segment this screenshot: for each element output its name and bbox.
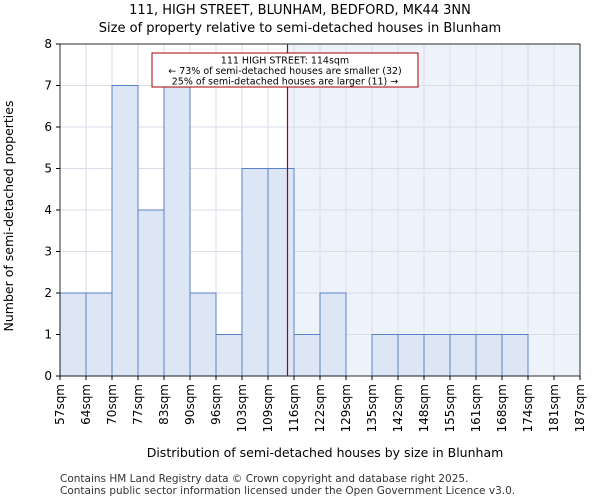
y-axis-label: Number of semi-detached properties xyxy=(1,101,16,332)
bar xyxy=(111,85,139,377)
x-tick-label: 155sqm xyxy=(443,384,457,432)
y-tick-label: 0 xyxy=(44,369,52,383)
bar xyxy=(371,334,399,377)
annotation-line: ← 73% of semi-detached houses are smalle… xyxy=(168,66,402,77)
y-tick-label: 7 xyxy=(44,79,52,93)
x-tick-label: 70sqm xyxy=(105,384,119,425)
bar xyxy=(215,334,243,377)
annotation-line: 25% of semi-detached houses are larger (… xyxy=(172,77,399,88)
x-tick-label: 109sqm xyxy=(261,384,275,432)
y-tick-label: 4 xyxy=(44,203,52,217)
bar xyxy=(59,292,87,377)
y-tick-label: 5 xyxy=(44,162,52,176)
annotation-box xyxy=(151,52,419,88)
x-tick-label: 129sqm xyxy=(339,384,353,432)
x-tick-label: 148sqm xyxy=(417,384,431,432)
bar xyxy=(501,334,529,377)
bar xyxy=(189,292,217,377)
x-tick-label: 187sqm xyxy=(573,384,587,432)
y-tick-label: 2 xyxy=(44,286,52,300)
y-tick-label: 8 xyxy=(44,37,52,51)
bar xyxy=(293,334,321,377)
x-tick-label: 168sqm xyxy=(495,384,509,432)
x-tick-label: 181sqm xyxy=(547,384,561,432)
x-tick-label: 83sqm xyxy=(157,384,171,425)
x-tick-label: 103sqm xyxy=(235,384,249,432)
bar xyxy=(449,334,477,377)
x-tick-label: 142sqm xyxy=(391,384,405,432)
x-tick-label: 90sqm xyxy=(183,384,197,425)
bar xyxy=(241,168,269,377)
x-tick-label: 64sqm xyxy=(79,384,93,425)
y-tick-label: 3 xyxy=(44,245,52,259)
bar xyxy=(163,85,191,377)
footer-line-2: Contains public sector information licen… xyxy=(60,485,516,497)
x-tick-label: 96sqm xyxy=(209,384,223,425)
x-tick-label: 77sqm xyxy=(131,384,145,425)
bar xyxy=(267,168,295,377)
x-tick-label: 122sqm xyxy=(313,384,327,432)
y-tick-label: 1 xyxy=(44,328,52,342)
x-tick-label: 116sqm xyxy=(287,384,301,432)
chart-title: 111, HIGH STREET, BLUNHAM, BEDFORD, MK44… xyxy=(129,3,471,18)
x-tick-label: 174sqm xyxy=(521,384,535,432)
x-tick-label: 161sqm xyxy=(469,384,483,432)
x-axis-label: Distribution of semi-detached houses by … xyxy=(147,445,504,460)
bar xyxy=(475,334,503,377)
x-tick-label: 135sqm xyxy=(365,384,379,432)
footer-line-1: Contains HM Land Registry data © Crown c… xyxy=(60,473,469,485)
bar xyxy=(85,292,113,377)
bar xyxy=(137,209,165,377)
bar xyxy=(319,292,347,377)
x-tick-label: 57sqm xyxy=(53,384,67,425)
bar xyxy=(397,334,425,377)
bar xyxy=(423,334,451,377)
chart-subtitle: Size of property relative to semi-detach… xyxy=(98,21,502,36)
y-tick-label: 6 xyxy=(44,120,52,134)
annotation-line: 111 HIGH STREET: 114sqm xyxy=(221,56,349,67)
